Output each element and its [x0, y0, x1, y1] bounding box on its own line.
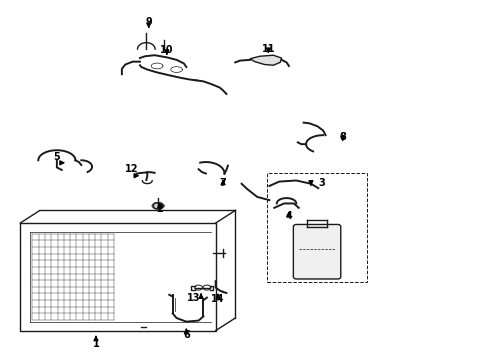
Text: 9: 9 — [146, 17, 152, 27]
Text: 7: 7 — [220, 177, 226, 188]
Text: 11: 11 — [262, 44, 275, 54]
Text: 5: 5 — [53, 152, 60, 162]
Text: 12: 12 — [125, 164, 138, 174]
Text: 2: 2 — [156, 204, 163, 215]
Text: 6: 6 — [183, 330, 190, 340]
Text: 1: 1 — [93, 339, 99, 349]
Polygon shape — [153, 203, 163, 209]
FancyBboxPatch shape — [294, 225, 341, 279]
Text: 4: 4 — [286, 211, 293, 221]
Text: 8: 8 — [339, 132, 346, 142]
Text: 13: 13 — [187, 293, 200, 303]
Text: 10: 10 — [160, 45, 173, 55]
Polygon shape — [250, 55, 282, 65]
Text: 3: 3 — [319, 177, 325, 188]
Text: 14: 14 — [211, 294, 225, 304]
